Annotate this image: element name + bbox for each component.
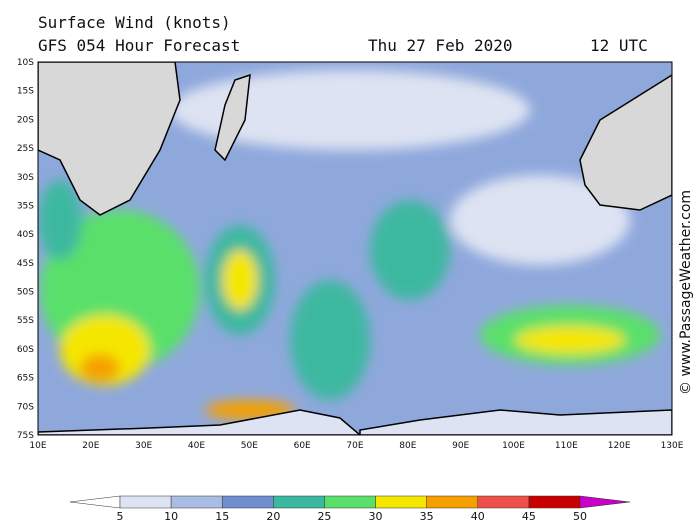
- lon-label: 80E: [399, 441, 416, 451]
- lat-label: 50S: [17, 288, 34, 298]
- lat-label: 30S: [17, 173, 34, 183]
- lon-label: 90E: [452, 441, 469, 451]
- lat-label: 25S: [17, 144, 34, 154]
- colorbar-label: 5: [117, 510, 124, 523]
- colorbar-label: 15: [215, 510, 229, 523]
- colorbar-label: 25: [317, 510, 331, 523]
- colorbar-label: 10: [164, 510, 178, 523]
- lon-label: 70E: [346, 441, 363, 451]
- colorbar-segment: [324, 495, 376, 509]
- colorbar-high: [579, 495, 631, 509]
- colorbar-segment: [426, 495, 479, 509]
- lat-label: 15S: [17, 87, 34, 97]
- colorbar-segment: [221, 495, 274, 509]
- lon-label: 130E: [661, 441, 684, 451]
- colorbar-segment: [170, 495, 223, 509]
- lat-label: 60S: [17, 345, 34, 355]
- colorbar-label: 50: [573, 510, 587, 523]
- lon-label: 100E: [502, 441, 525, 451]
- time: 12 UTC: [590, 36, 648, 55]
- colorbar-label: 20: [266, 510, 280, 523]
- lon-label: 50E: [241, 441, 258, 451]
- map-frame: [37, 61, 673, 436]
- lat-label: 70S: [17, 402, 34, 412]
- lon-label: 20E: [82, 441, 99, 451]
- lon-label: 60E: [294, 441, 311, 451]
- colorbar-label: 35: [420, 510, 434, 523]
- lat-label: 45S: [17, 259, 34, 269]
- colorbar-segment: [528, 495, 581, 509]
- lon-label: 30E: [135, 441, 152, 451]
- lat-label: 55S: [17, 316, 34, 326]
- credit: © www.PassageWeather.com: [678, 190, 694, 395]
- colorbar-segment: [273, 495, 325, 509]
- lat-label: 20S: [17, 115, 34, 125]
- colorbar-segment: [119, 495, 172, 509]
- lat-label: 40S: [17, 230, 34, 240]
- lon-label: 110E: [555, 441, 578, 451]
- colorbar-segment: [477, 495, 530, 509]
- wind-field: [38, 62, 672, 435]
- date: Thu 27 Feb 2020: [368, 36, 513, 55]
- subtitle: GFS 054 Hour Forecast: [38, 36, 240, 55]
- lat-label: 75S: [17, 431, 34, 441]
- lon-label: 120E: [608, 441, 631, 451]
- lon-label: 10E: [29, 441, 46, 451]
- title: Surface Wind (knots): [38, 13, 231, 32]
- colorbar-segment: [375, 495, 427, 509]
- lon-label: 40E: [188, 441, 205, 451]
- lat-label: 65S: [17, 374, 34, 384]
- colorbar-label: 30: [369, 510, 383, 523]
- colorbar-low: [69, 495, 121, 509]
- lat-label: 10S: [17, 58, 34, 68]
- colorbar-label: 40: [471, 510, 485, 523]
- lat-label: 35S: [17, 201, 34, 211]
- colorbar-label: 45: [522, 510, 536, 523]
